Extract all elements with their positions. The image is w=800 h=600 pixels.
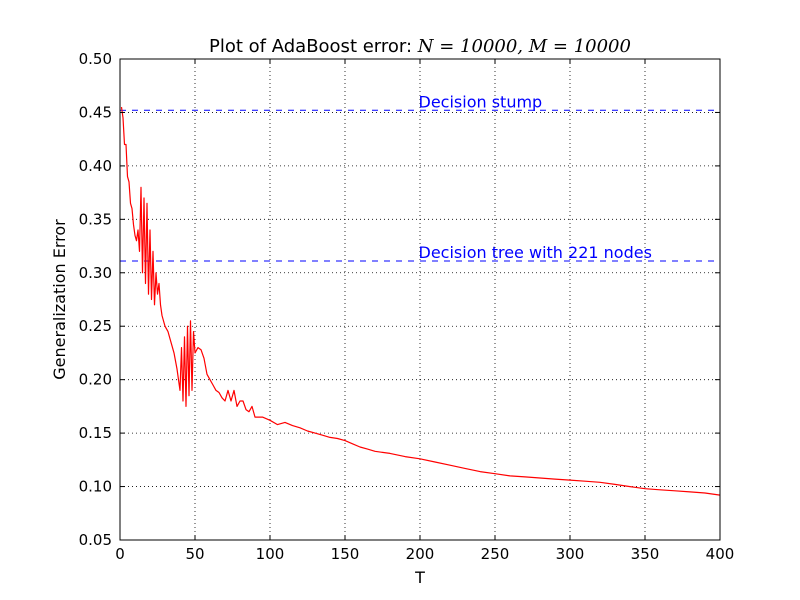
y-tick-label: 0.35	[79, 210, 112, 228]
grid	[120, 59, 720, 540]
x-tick-label: 200	[406, 545, 435, 563]
reference-lines: Decision stump Decision tree with 221 nod…	[120, 92, 720, 262]
x-tick-label: 50	[185, 545, 204, 563]
chart-title-math: N = 10000, M = 10000	[417, 36, 631, 57]
y-tick-label: 0.40	[79, 157, 112, 175]
y-tick-label: 0.25	[79, 317, 112, 335]
reference-line-label: Decision stump	[419, 92, 543, 111]
x-tick-label: 100	[256, 545, 285, 563]
reference-line-label: Decision tree with 221 nodes	[419, 243, 652, 262]
x-tick-label: 250	[481, 545, 510, 563]
y-tick-labels: 0.05 0.10 0.15 0.20 0.25 0.30 0.35 0.40 0.45 0.50	[79, 50, 112, 549]
y-tick-label: 0.20	[79, 371, 112, 389]
x-tick-label: 300	[556, 545, 585, 563]
x-tick-label: 350	[631, 545, 660, 563]
y-axis-label: Generalization Error	[50, 219, 69, 380]
x-tick-label: 0	[115, 545, 125, 563]
y-tick-label: 0.05	[79, 531, 112, 549]
error-series-line	[120, 107, 721, 496]
series-layer	[120, 107, 721, 496]
x-tick-label: 400	[706, 545, 735, 563]
y-tick-label: 0.30	[79, 264, 112, 282]
y-tick-label: 0.45	[79, 103, 112, 121]
y-tick-label: 0.15	[79, 424, 112, 442]
y-tick-label: 0.10	[79, 478, 112, 496]
x-axis-label: T	[414, 568, 425, 587]
ticks	[119, 58, 721, 541]
chart-title: Plot of AdaBoost error: N = 10000, M = 1…	[209, 36, 631, 57]
y-tick-label: 0.50	[79, 50, 112, 68]
x-tick-label: 150	[331, 545, 360, 563]
x-tick-labels: 0 50 100 150 200 250 300 350 400	[115, 545, 734, 563]
chart-title-prefix: Plot of AdaBoost error:	[209, 36, 418, 57]
